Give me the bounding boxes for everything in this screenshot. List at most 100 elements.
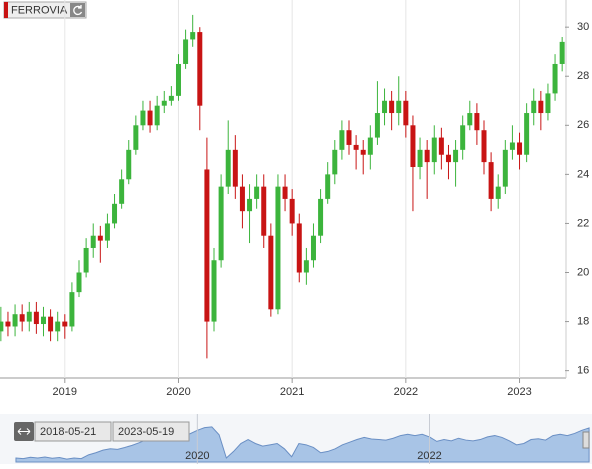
candle-body (140, 110, 146, 126)
candle-body (353, 144, 359, 150)
candle-body (453, 149, 459, 163)
candle-body (19, 314, 25, 322)
candle-body (112, 203, 118, 224)
candle-body (303, 260, 309, 273)
candle-body (389, 100, 395, 114)
candle-body (247, 198, 253, 212)
candle-body (360, 149, 366, 155)
candle-body (204, 169, 210, 322)
candle-body (289, 198, 295, 224)
candle-body (225, 149, 231, 187)
y-tick-label: 16 (577, 365, 589, 377)
candle-body (104, 223, 110, 241)
candle-body (48, 316, 54, 332)
candle-body (524, 113, 530, 155)
candle-body (559, 41, 565, 64)
candle-body (339, 130, 345, 150)
candle-body (69, 292, 75, 327)
candle-body (261, 186, 267, 236)
candle-body (332, 149, 338, 175)
y-tick-label: 28 (577, 70, 589, 82)
candle-body (161, 100, 167, 106)
candle-body (545, 93, 551, 114)
candle-body (0, 321, 4, 332)
range-icon (17, 428, 31, 435)
date-from: 2018-05-21 (40, 426, 96, 438)
date-to-input[interactable] (112, 421, 190, 442)
candle-body (410, 125, 416, 168)
candle-body (438, 137, 444, 155)
candle-body (154, 105, 160, 126)
candle-body (396, 100, 402, 114)
candle-body (83, 247, 89, 273)
candle-body (318, 198, 324, 236)
candle-body (268, 235, 274, 310)
candle-body (531, 100, 537, 114)
candle-body (517, 142, 523, 155)
chart-title: FERROVIA (11, 4, 68, 16)
candle-body (310, 235, 316, 261)
candle-body (26, 311, 32, 322)
x-tick-label: 2022 (394, 386, 418, 398)
navigator-handle[interactable] (582, 431, 590, 449)
candle-body (239, 186, 245, 212)
candle-body (431, 137, 437, 163)
date-from-input[interactable] (34, 421, 112, 442)
candle-body (211, 260, 217, 322)
candle-body (147, 110, 153, 126)
candle-body (133, 125, 139, 150)
candle-body (460, 125, 466, 150)
candle-body (40, 316, 46, 325)
refresh-icon (73, 5, 83, 16)
candle-body (445, 154, 451, 163)
y-tick-label: 30 (577, 21, 589, 33)
candle-body (119, 179, 125, 204)
candle-body (382, 100, 388, 114)
candle-body (374, 113, 380, 138)
candle-body (538, 100, 544, 114)
candle-body (190, 32, 196, 40)
candle-body (232, 149, 238, 187)
candle-body (467, 113, 473, 126)
y-tick-label: 26 (577, 119, 589, 131)
candle-body (282, 186, 288, 199)
candle-body (254, 186, 260, 199)
candle-body (33, 311, 39, 325)
candle-body (325, 174, 331, 199)
candle-body (403, 100, 409, 126)
candle-body (183, 39, 189, 64)
y-tick-label: 24 (577, 168, 589, 180)
candle-body (175, 63, 181, 96)
candle-body (424, 149, 430, 163)
candle-body (367, 137, 373, 155)
candle-body (474, 113, 480, 131)
candle-body (218, 186, 224, 261)
candle-body (495, 186, 501, 199)
navigator-area (15, 426, 590, 463)
y-tick-label: 18 (577, 315, 589, 327)
candle-body (488, 162, 494, 199)
candle-body (197, 32, 203, 106)
candle-body (90, 235, 96, 248)
navigator-tick-label: 2022 (417, 450, 441, 462)
y-tick-label: 20 (577, 266, 589, 278)
candle-body (97, 235, 103, 241)
candle-body (126, 149, 132, 180)
x-tick-label: 2023 (507, 386, 531, 398)
candle-body (481, 130, 487, 163)
candle-body (346, 130, 352, 145)
candle-body (55, 321, 61, 332)
candle-body (275, 186, 281, 310)
candle-body (5, 321, 11, 327)
date-to: 2023-05-19 (118, 426, 174, 438)
x-tick-label: 2020 (166, 386, 190, 398)
x-tick-label: 2019 (53, 386, 77, 398)
candle-body (509, 142, 515, 150)
candle-body (502, 149, 508, 187)
candle-body (552, 63, 558, 94)
y-tick-label: 22 (577, 217, 589, 229)
candle-body (168, 95, 174, 101)
x-tick-label: 2021 (280, 386, 304, 398)
